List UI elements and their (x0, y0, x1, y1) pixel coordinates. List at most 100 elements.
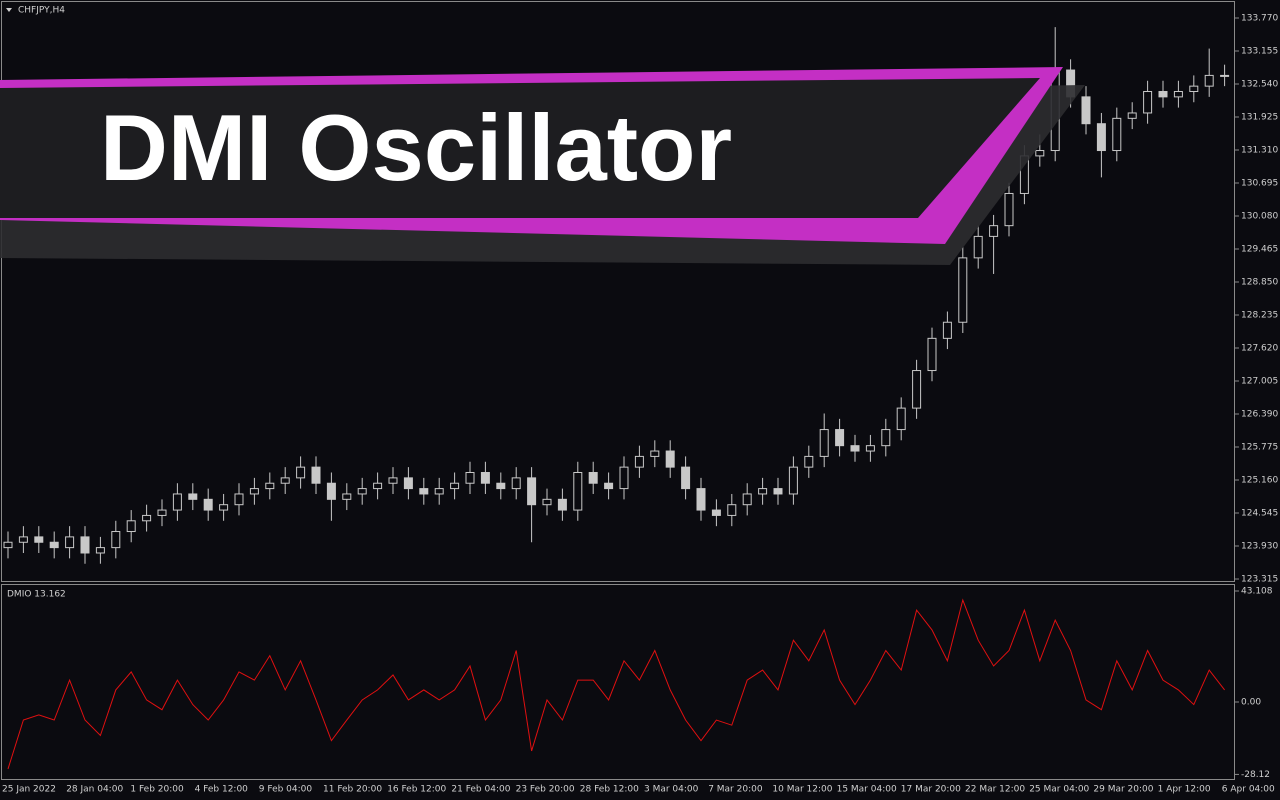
candle-body (157, 509, 167, 516)
candle-body (865, 445, 875, 452)
candle-body (465, 471, 475, 484)
candle-body (1189, 85, 1199, 93)
x-tick-label: 23 Feb 20:00 (516, 785, 575, 795)
x-tick-label: 1 Feb 20:00 (130, 785, 184, 795)
candle-body (573, 471, 583, 511)
y-tick-label: 133.155 (1241, 46, 1278, 56)
y-tick-label: 125.775 (1241, 443, 1278, 453)
candle-body (773, 488, 783, 495)
candle-body (1158, 91, 1168, 98)
x-tick-label: 28 Feb 12:00 (580, 785, 639, 795)
candle-body (696, 488, 706, 511)
candle-body (1096, 123, 1106, 152)
candle-body (280, 477, 290, 484)
candle-body (850, 445, 860, 452)
banner-box (0, 78, 1040, 218)
candle-body (942, 321, 952, 339)
y-tick-label: 128.235 (1241, 311, 1278, 321)
candle-body (480, 471, 490, 484)
candle-body (835, 429, 845, 447)
candle-body (95, 547, 105, 554)
candle-body (203, 498, 213, 511)
candle-body (1220, 74, 1230, 77)
candle-body (434, 488, 444, 495)
candle-body (819, 429, 829, 457)
candle-body (219, 504, 229, 511)
x-tick-label: 3 Mar 04:00 (644, 785, 699, 795)
x-tick-label: 11 Feb 20:00 (323, 785, 382, 795)
candle-body (742, 493, 752, 506)
y-tick-label: 130.695 (1241, 178, 1278, 188)
x-tick-label: 1 Apr 12:00 (1158, 785, 1211, 795)
candle-body (142, 514, 152, 522)
y-tick-label: 123.315 (1241, 575, 1278, 585)
candle-body (557, 498, 567, 511)
x-tick-label: 22 Mar 12:00 (965, 785, 1025, 795)
candle-body (126, 520, 136, 533)
candle-body (265, 482, 275, 490)
x-tick-label: 21 Feb 04:00 (451, 785, 510, 795)
candle-body (881, 429, 891, 447)
candle-body (758, 488, 768, 495)
x-tick-label: 9 Feb 04:00 (259, 785, 313, 795)
candle-body (650, 450, 660, 457)
candle-body (527, 477, 537, 506)
candle-body (172, 493, 182, 511)
y-tick-label: 129.465 (1241, 245, 1278, 255)
candle-body (681, 466, 691, 490)
candle-body (1173, 91, 1183, 98)
y-tick-label: 0.00 (1241, 698, 1261, 708)
y-tick-label: 123.930 (1241, 542, 1278, 552)
y-tick-label: 133.770 (1241, 13, 1278, 23)
candle-body (958, 257, 968, 323)
x-tick-label: 10 Mar 12:00 (772, 785, 832, 795)
candle-body (1035, 150, 1045, 157)
y-tick-label: 131.310 (1241, 145, 1278, 155)
candle-body (1143, 91, 1153, 114)
y-tick-label: 127.620 (1241, 344, 1278, 354)
y-tick-label: -28.12 (1241, 770, 1270, 780)
candle-body (619, 466, 629, 490)
candle-body (1112, 117, 1122, 152)
x-tick-label: 6 Apr 04:00 (1222, 785, 1275, 795)
x-tick-label: 15 Mar 04:00 (837, 785, 897, 795)
banner-title: DMI Oscillator (100, 95, 732, 200)
candle-body (49, 541, 59, 549)
y-tick-label: 127.005 (1241, 377, 1278, 387)
candle-body (296, 466, 306, 479)
candle-body (896, 407, 906, 431)
y-tick-label: 43.108 (1241, 587, 1273, 597)
banner: DMI Oscillator (0, 67, 1085, 265)
menu-arrow[interactable] (6, 8, 12, 12)
candle-body (188, 493, 198, 500)
candle-body (34, 536, 44, 543)
candle-body (65, 536, 75, 549)
indicator-label: DMIO 13.162 (7, 590, 66, 600)
y-tick-label: 126.390 (1241, 410, 1278, 420)
candle-body (1004, 192, 1014, 227)
candle-body (727, 504, 737, 516)
candle-body (80, 536, 90, 554)
candle-body (634, 455, 644, 468)
y-tick-label: 125.160 (1241, 476, 1278, 486)
x-tick-label: 29 Mar 20:00 (1093, 785, 1153, 795)
candle-body (419, 488, 429, 495)
candle-body (326, 482, 336, 500)
y-tick-label: 130.080 (1241, 211, 1278, 221)
candle-body (804, 455, 814, 468)
y-tick-label: 132.540 (1241, 79, 1278, 89)
candle-body (989, 225, 999, 237)
candle-body (927, 337, 937, 372)
x-tick-label: 17 Mar 20:00 (901, 785, 961, 795)
candle-body (388, 477, 398, 484)
y-tick-label: 128.850 (1241, 278, 1278, 288)
candle-body (542, 498, 552, 506)
candle-body (496, 482, 506, 490)
symbol-label: CHFJPY,H4 (18, 6, 65, 16)
candle-body (342, 493, 352, 500)
candle-body (511, 477, 521, 490)
candle-body (973, 235, 983, 259)
candle-body (3, 541, 13, 549)
y-tick-label: 131.925 (1241, 112, 1278, 122)
